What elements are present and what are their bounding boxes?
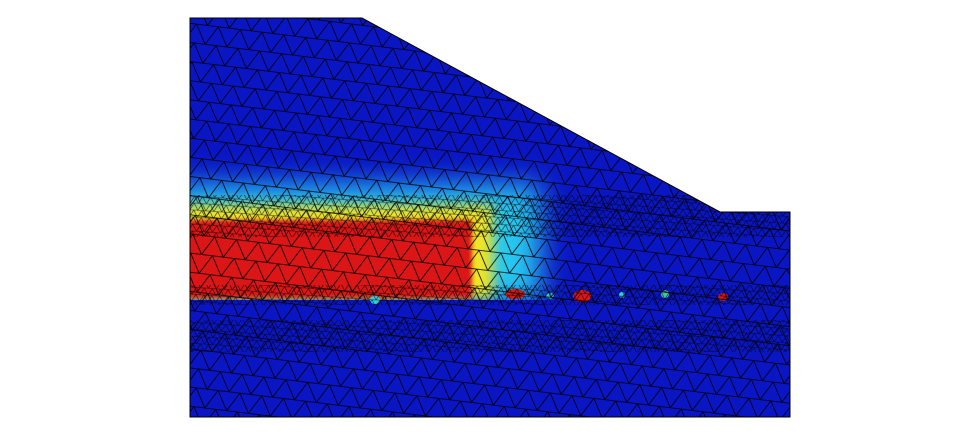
mesh-refined-band [190, 195, 790, 237]
mesh-refined-band [190, 320, 790, 352]
mesh-refined-band [190, 285, 790, 305]
field [190, 18, 790, 417]
domain-outline [189, 17, 791, 418]
